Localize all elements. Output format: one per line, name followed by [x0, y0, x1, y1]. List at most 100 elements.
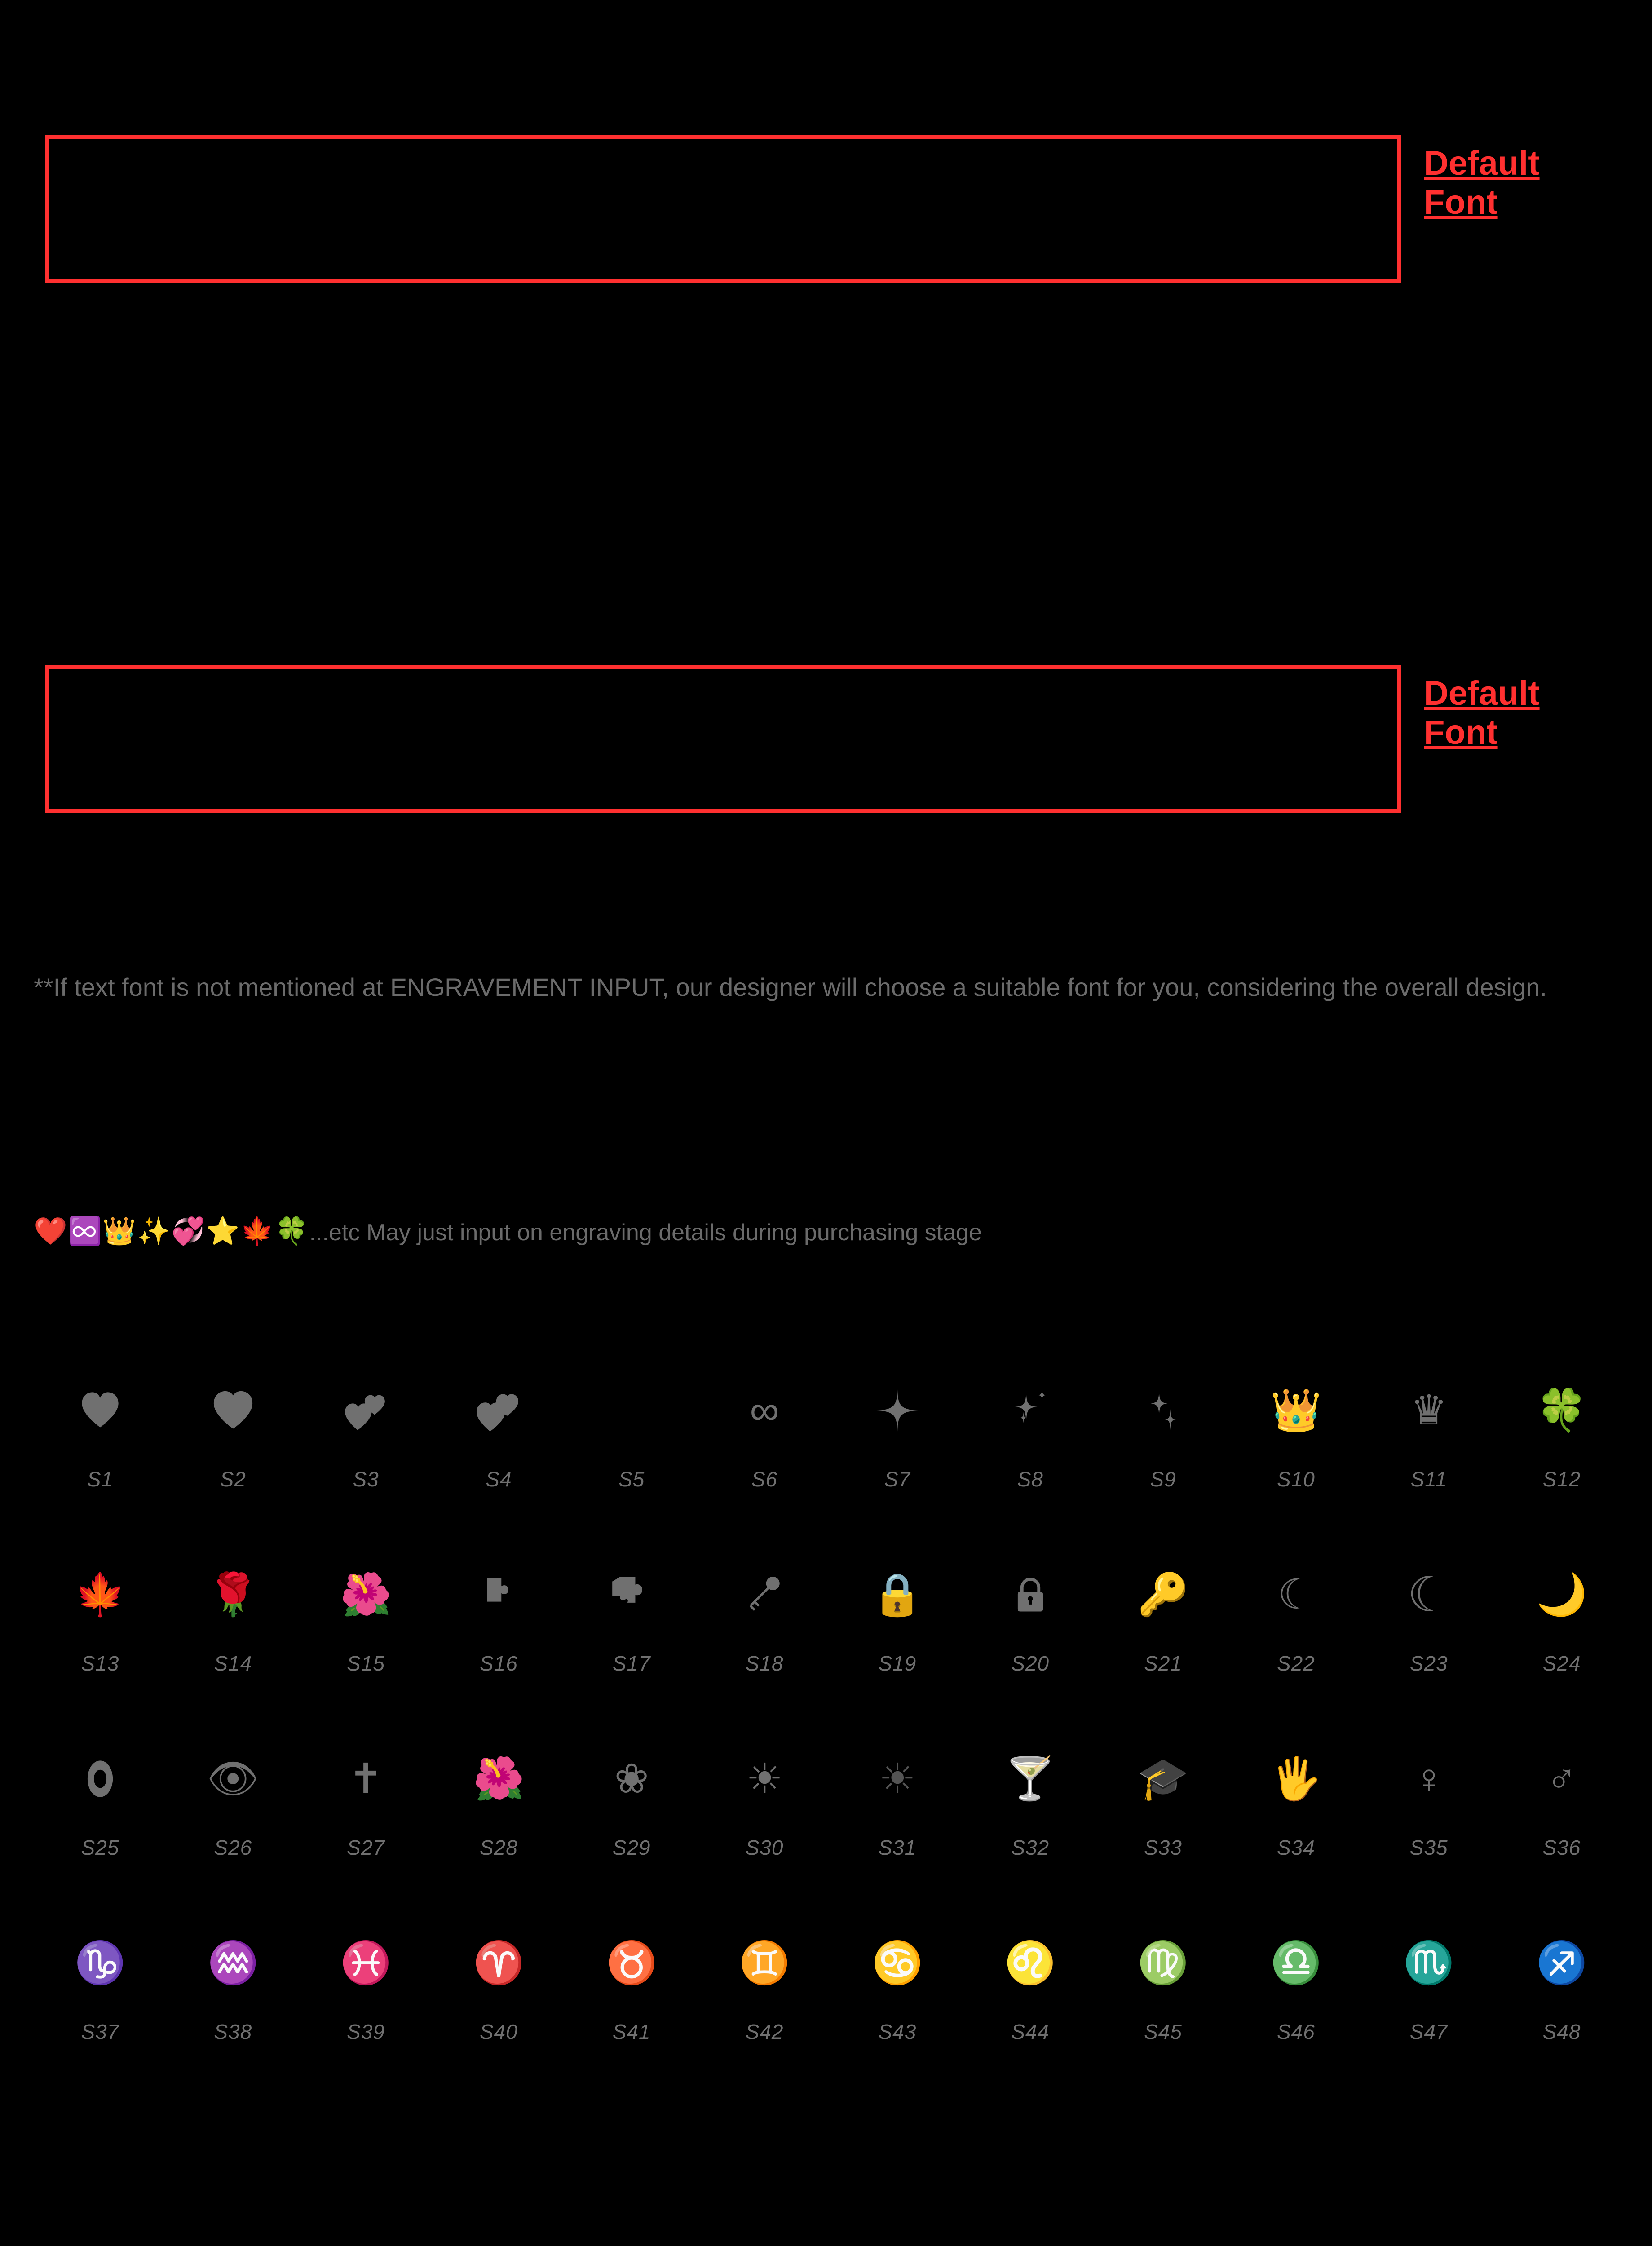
capricorn-icon: ♑ — [34, 1909, 167, 2017]
symbol-label-S12: S12 — [1543, 1467, 1581, 1491]
venus-symbol-icon: ♀ — [1362, 1725, 1495, 1833]
default-font-label-2: Default Font — [1424, 674, 1612, 752]
symbol-label-S26: S26 — [214, 1835, 252, 1860]
symbol-cell-S27[interactable]: ✝ S27 — [300, 1725, 433, 1860]
symbol-label-S29: S29 — [613, 1835, 651, 1860]
rose-stem-icon: 🌺 — [300, 1541, 433, 1649]
symbol-cell-S42[interactable]: ♊ S42 — [698, 1909, 831, 2044]
symbol-cell-S37[interactable]: ♑ S37 — [34, 1909, 167, 2044]
symbol-label-S2: S2 — [220, 1467, 246, 1491]
symbol-cell-S10[interactable]: 👑 S10 — [1229, 1357, 1362, 1491]
symbol-cell-S9[interactable]: S9 — [1097, 1357, 1230, 1491]
symbol-label-S13: S13 — [81, 1651, 119, 1676]
symbol-cell-S45[interactable]: ♍ S45 — [1097, 1909, 1230, 2044]
symbol-cell-S29[interactable]: ❀ S29 — [565, 1725, 698, 1860]
symbol-cell-S15[interactable]: 🌺 S15 — [300, 1541, 433, 1676]
symbol-label-S10: S10 — [1277, 1467, 1315, 1491]
symbol-cell-S1[interactable]: S1 — [34, 1357, 167, 1491]
eye-oval-icon — [34, 1725, 167, 1833]
symbol-cell-S48[interactable]: ♐ S48 — [1495, 1909, 1628, 2044]
symbol-cell-S26[interactable]: 👁 S26 — [167, 1725, 300, 1860]
heart-filled-icon — [34, 1357, 167, 1464]
cancer-icon: ♋ — [831, 1909, 964, 2017]
symbol-label-S7: S7 — [884, 1467, 910, 1491]
symbol-label-S34: S34 — [1277, 1835, 1315, 1860]
symbol-cell-S32[interactable]: 🍸 S32 — [964, 1725, 1097, 1860]
leo-icon: ♌ — [964, 1909, 1097, 2017]
symbol-cell-S36[interactable]: ♂ S36 — [1495, 1725, 1628, 1860]
gemini-icon: ♊ — [698, 1909, 831, 2017]
symbol-cell-S34[interactable]: 🖐 S34 — [1229, 1725, 1362, 1860]
symbol-cell-S35[interactable]: ♀ S35 — [1362, 1725, 1495, 1860]
symbol-cell-S20[interactable]: S20 — [964, 1541, 1097, 1676]
symbol-cell-S12[interactable]: 🍀 S12 — [1495, 1357, 1628, 1491]
symbol-cell-S8[interactable]: S8 — [964, 1357, 1097, 1491]
maple-leaf-icon: 🍁 — [34, 1541, 167, 1649]
symbol-label-S4: S4 — [486, 1467, 512, 1491]
symbol-label-S38: S38 — [214, 2020, 252, 2044]
libra-icon: ♎ — [1229, 1909, 1362, 2017]
symbol-label-S43: S43 — [878, 2020, 916, 2044]
symbol-cell-S46[interactable]: ♎ S46 — [1229, 1909, 1362, 2044]
graduation-cap-icon: 🎓 — [1097, 1725, 1230, 1833]
symbol-label-S33: S33 — [1144, 1835, 1182, 1860]
symbol-cell-S4[interactable]: S4 — [432, 1357, 565, 1491]
symbol-cell-S14[interactable]: 🌹 S14 — [167, 1541, 300, 1676]
symbol-cell-S31[interactable]: ☀ S31 — [831, 1725, 964, 1860]
symbol-cell-S38[interactable]: ♒ S38 — [167, 1909, 300, 2044]
symbol-label-S30: S30 — [746, 1835, 784, 1860]
engraving-input-box-2[interactable] — [45, 665, 1401, 813]
symbol-cell-S28[interactable]: 🌺 S28 — [432, 1725, 565, 1860]
symbol-cell-S17[interactable]: S17 — [565, 1541, 698, 1676]
symbol-cell-S23[interactable]: ☾ S23 — [1362, 1541, 1495, 1676]
symbol-label-S22: S22 — [1277, 1651, 1315, 1676]
symbol-row-1: S1 S2 S3 — [34, 1357, 1628, 1491]
symbol-label-S14: S14 — [214, 1651, 252, 1676]
symbol-cell-S22[interactable]: ☾ S22 — [1229, 1541, 1362, 1676]
padlock-square-icon — [964, 1541, 1097, 1649]
symbol-cell-S2[interactable]: S2 — [167, 1357, 300, 1491]
symbol-cell-S30[interactable]: ☀ S30 — [698, 1725, 831, 1860]
symbol-label-S47: S47 — [1410, 2020, 1448, 2044]
symbol-label-S42: S42 — [746, 2020, 784, 2044]
symbol-cell-S5[interactable]: S5 — [565, 1357, 698, 1491]
sun-burst-icon: ☀ — [831, 1725, 964, 1833]
symbol-cell-S47[interactable]: ♏ S47 — [1362, 1909, 1495, 2044]
symbol-cell-S24[interactable]: 🌙 S24 — [1495, 1541, 1628, 1676]
symbol-cell-S39[interactable]: ♓ S39 — [300, 1909, 433, 2044]
symbol-label-S24: S24 — [1543, 1651, 1581, 1676]
aries-icon: ♈ — [432, 1909, 565, 2017]
symbol-label-S5: S5 — [618, 1467, 645, 1491]
key-filled-icon: 🔑 — [1097, 1541, 1230, 1649]
symbol-cell-S25[interactable]: S25 — [34, 1725, 167, 1860]
symbol-cell-S43[interactable]: ♋ S43 — [831, 1909, 964, 2044]
heart-outline-icon — [167, 1357, 300, 1464]
sagittarius-icon: ♐ — [1495, 1909, 1628, 2017]
rose-icon: 🌹 — [167, 1541, 300, 1649]
flower-outline-icon: ❀ — [565, 1725, 698, 1833]
sparkle-single-icon — [831, 1357, 964, 1464]
symbol-label-S16: S16 — [480, 1651, 518, 1676]
symbol-cell-S6[interactable]: ∞ S6 — [698, 1357, 831, 1491]
key-outline-icon — [698, 1541, 831, 1649]
symbol-cell-S7[interactable]: S7 — [831, 1357, 964, 1491]
symbol-cell-S21[interactable]: 🔑 S21 — [1097, 1541, 1230, 1676]
symbol-cell-S11[interactable]: ♛ S11 — [1362, 1357, 1495, 1491]
engraving-input-box-1[interactable] — [45, 135, 1401, 283]
symbol-cell-S40[interactable]: ♈ S40 — [432, 1909, 565, 2044]
symbol-cell-S16[interactable]: S16 — [432, 1541, 565, 1676]
symbol-label-S32: S32 — [1011, 1835, 1049, 1860]
symbol-cell-S13[interactable]: 🍁 S13 — [34, 1541, 167, 1676]
symbol-cell-S41[interactable]: ♉ S41 — [565, 1909, 698, 2044]
hamsa-hand-icon: 🖐 — [1229, 1725, 1362, 1833]
sparkle-cluster-icon — [964, 1357, 1097, 1464]
mars-symbol-icon: ♂ — [1495, 1725, 1628, 1833]
symbol-cell-S18[interactable]: S18 — [698, 1541, 831, 1676]
symbol-cell-S19[interactable]: 🔒 S19 — [831, 1541, 964, 1676]
puzzle-piece-outline-icon — [565, 1541, 698, 1649]
symbol-cell-S44[interactable]: ♌ S44 — [964, 1909, 1097, 2044]
symbol-cell-S33[interactable]: 🎓 S33 — [1097, 1725, 1230, 1860]
symbol-cell-S3[interactable]: S3 — [300, 1357, 433, 1491]
blank-icon — [565, 1357, 698, 1464]
aquarius-icon: ♒ — [167, 1909, 300, 2017]
